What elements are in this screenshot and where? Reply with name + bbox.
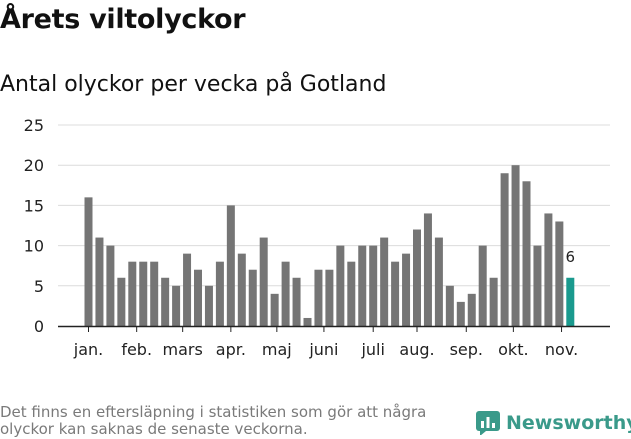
chart-subtitle: Antal olyckor per vecka på Gotland: [0, 72, 387, 97]
bar: [84, 197, 93, 326]
bar: [215, 261, 224, 326]
bar: [434, 237, 443, 326]
bar: [555, 221, 564, 326]
x-tick-label: juni: [308, 340, 338, 359]
bar: [413, 229, 421, 326]
x-tick-label: nov.: [545, 340, 578, 359]
bar: [281, 261, 290, 326]
bar: [248, 269, 257, 326]
bar: [489, 277, 498, 326]
x-tick-label: jan.: [73, 340, 103, 359]
bar: [423, 213, 432, 326]
bar: [226, 205, 235, 326]
x-tick-label: mars: [163, 340, 203, 359]
brand-name: Newsworthy: [506, 412, 631, 434]
bar: [204, 285, 213, 326]
newsworthy-logo-icon: [476, 411, 500, 435]
bar: [183, 253, 192, 326]
bar: [292, 277, 301, 326]
bar: [347, 261, 356, 326]
bar: [117, 277, 126, 326]
x-tick-label: sep.: [450, 340, 483, 359]
bar: [314, 269, 323, 326]
chart-title: Årets viltolyckor: [0, 4, 246, 35]
bar: [402, 253, 411, 326]
y-tick-label: 0: [34, 317, 44, 336]
bar: [369, 245, 378, 326]
x-tick-label: apr.: [216, 340, 246, 359]
data-label-highlight: 6: [566, 248, 576, 266]
y-tick-label: 15: [24, 196, 44, 215]
bar: [95, 237, 104, 326]
bar: [478, 245, 487, 326]
x-tick-label: maj: [262, 340, 292, 359]
bar: [456, 301, 465, 326]
y-tick-label: 5: [34, 277, 44, 296]
x-axis: jan. feb. mars apr. maj juni juli aug. sep. okt. n…: [58, 325, 610, 359]
bar: [128, 261, 137, 326]
bar: [522, 181, 531, 326]
bar: [139, 261, 148, 326]
bar: [325, 269, 334, 326]
footnote: Det finns en eftersläpning i statistiken…: [0, 403, 427, 438]
bar: [336, 245, 345, 326]
bar: [358, 245, 367, 326]
bar: [544, 213, 553, 326]
bars: [84, 165, 575, 326]
bar: [380, 237, 389, 326]
bar: [467, 293, 476, 326]
brand-logo: Newsworthy: [476, 408, 631, 438]
bar: [194, 269, 202, 326]
x-tick-label: okt.: [498, 340, 528, 359]
bar: [237, 253, 246, 326]
x-tick-label: aug.: [399, 340, 434, 359]
y-tick-label: 25: [24, 116, 44, 135]
bar: [533, 245, 542, 326]
x-tick-label: feb.: [121, 340, 152, 359]
bar: [172, 285, 181, 326]
x-tick-label: juli: [360, 340, 384, 359]
y-tick-label: 10: [24, 237, 44, 256]
bar: [106, 245, 115, 326]
bar: [259, 237, 268, 326]
bar: [303, 317, 312, 326]
y-tick-label: 20: [24, 156, 44, 175]
bar: [161, 277, 170, 326]
bar: [270, 293, 279, 326]
bar: [500, 173, 509, 326]
bar: [150, 261, 159, 326]
bar-highlight: [566, 277, 575, 326]
y-axis-ticks: 0 5 10 15 20 25: [24, 116, 44, 336]
bar: [391, 261, 400, 326]
bar-chart: 0 5 10 15 20 25 jan. feb. mars apr. maj juni juli au…: [24, 116, 610, 359]
data-labels: 6: [566, 248, 576, 266]
bar: [511, 165, 520, 326]
bar: [445, 285, 454, 326]
